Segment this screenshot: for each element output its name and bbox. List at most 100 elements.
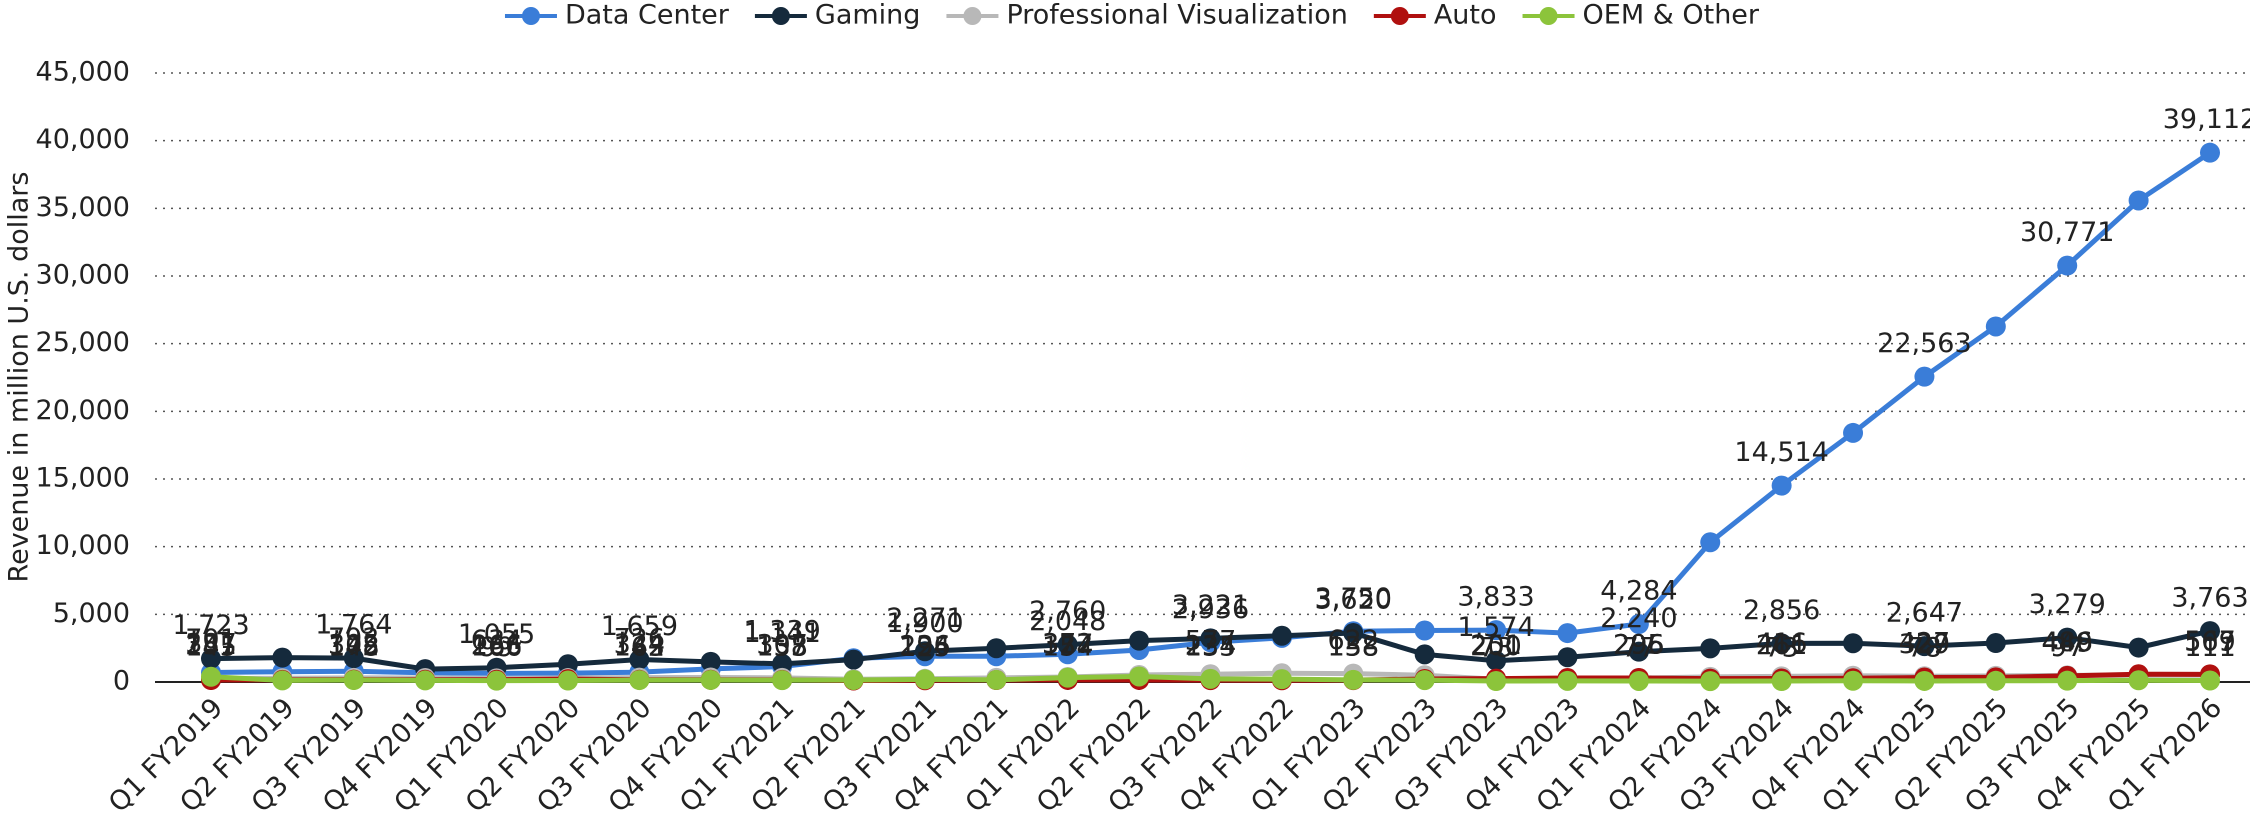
data-label: 200 [1470,631,1522,662]
data-label: 22,563 [1877,328,1971,359]
data-label: 2,647 [1886,598,1963,629]
data-label: 162 [614,631,666,662]
data-label: 327 [1042,629,1094,660]
legend-marker [1390,7,1409,25]
data-label: 622 [1328,625,1380,656]
y-axis-title: Revenue in million U.S. dollars [4,172,35,583]
legend-marker [521,7,540,25]
data-label: 261 [1756,630,1808,661]
data-label: 486 [2041,627,2093,658]
legend-marker [1539,7,1558,25]
data-point [1843,422,1864,443]
data-label: 1,900 [886,608,963,639]
data-label: 792 [328,623,380,654]
data-point [1486,671,1507,692]
data-label: 145 [185,632,237,663]
data-point [843,670,864,691]
data-point [1700,671,1721,692]
y-tick-label: 20,000 [36,395,130,426]
data-point [1486,620,1507,641]
data-label: 78 [1907,632,1941,663]
data-label: 307 [756,629,808,660]
legend-item: OEM & Other [1522,0,1760,31]
data-point [1200,668,1221,689]
data-label: 567 [2184,626,2236,657]
data-label: 701 [185,624,237,655]
data-label: 634 [471,625,523,656]
data-point [1985,633,2006,654]
data-point [1057,667,1078,688]
data-point [1700,532,1721,553]
y-tick-label: 45,000 [36,57,130,88]
data-label: 1,659 [601,611,678,642]
data-point [1129,666,1150,687]
legend-label: Gaming [815,0,921,31]
data-point [1414,644,1435,665]
data-label: 1,574 [1457,612,1534,643]
data-label: 143 [614,632,666,663]
legend-label: Data Center [565,0,730,31]
data-point [557,670,578,691]
legend-item: Auto [1373,0,1497,31]
data-label: 296 [1613,629,1665,660]
data-label: 324 [614,629,666,660]
data-label: 329 [1899,629,1951,660]
data-label: 73 [1479,633,1513,664]
data-point [986,669,1007,690]
data-label: 135 [1185,632,1237,663]
data-label: 3,279 [2029,589,2106,620]
y-tick-label: 0 [113,666,130,697]
data-point [272,670,293,691]
data-label: 234 [1185,630,1237,661]
data-label: 39,112 [2163,104,2250,135]
data-label: 155 [756,631,808,662]
data-label: 251 [1470,630,1522,661]
legend-label: Professional Visualization [1006,0,1347,31]
data-point [1985,670,2006,691]
data-point [2057,627,2078,648]
data-label: 449 [2041,627,2093,658]
data-label: 2,936 [1172,594,1249,625]
y-tick-label: 30,000 [36,260,130,291]
data-label: 111 [2184,632,2236,663]
data-label: 30,771 [2020,217,2114,248]
data-point [772,670,793,691]
data-label: 194 [899,631,951,662]
data-point [1914,670,1935,691]
data-point [1200,628,1221,649]
data-label: 77 [1622,632,1656,663]
data-point [2057,255,2078,276]
legend-label: Auto [1434,0,1497,31]
data-label: 251 [185,630,237,661]
data-point [1914,636,1935,657]
data-point [700,669,721,690]
data-point [1557,623,1578,644]
data-label: 1,141 [743,618,820,649]
data-label: 158 [1328,631,1380,662]
data-label: 125 [899,632,951,663]
data-point [2128,190,2149,211]
data-point [1771,475,1792,496]
y-tick-label: 5,000 [53,598,130,629]
data-label: 427 [1899,628,1951,659]
data-label: 4,284 [1600,576,1677,607]
data-label: 172 [328,631,380,662]
data-label: 3,750 [1315,583,1392,614]
y-tick-label: 40,000 [36,124,130,155]
data-point [914,641,935,662]
legend-label: OEM & Other [1583,0,1760,31]
data-point [1771,671,1792,692]
data-point [1628,670,1649,691]
legend: Data Center Gaming Professional Visualizat… [504,0,1760,31]
legend-marker [963,7,982,25]
data-point [986,638,1007,659]
data-point [843,649,864,670]
data-label: 1,055 [458,619,535,650]
data-point [1843,670,1864,691]
data-label: 1,764 [315,610,392,641]
data-point [700,651,721,672]
data-label: 148 [328,631,380,662]
data-point [1771,633,1792,654]
data-point [343,669,364,690]
